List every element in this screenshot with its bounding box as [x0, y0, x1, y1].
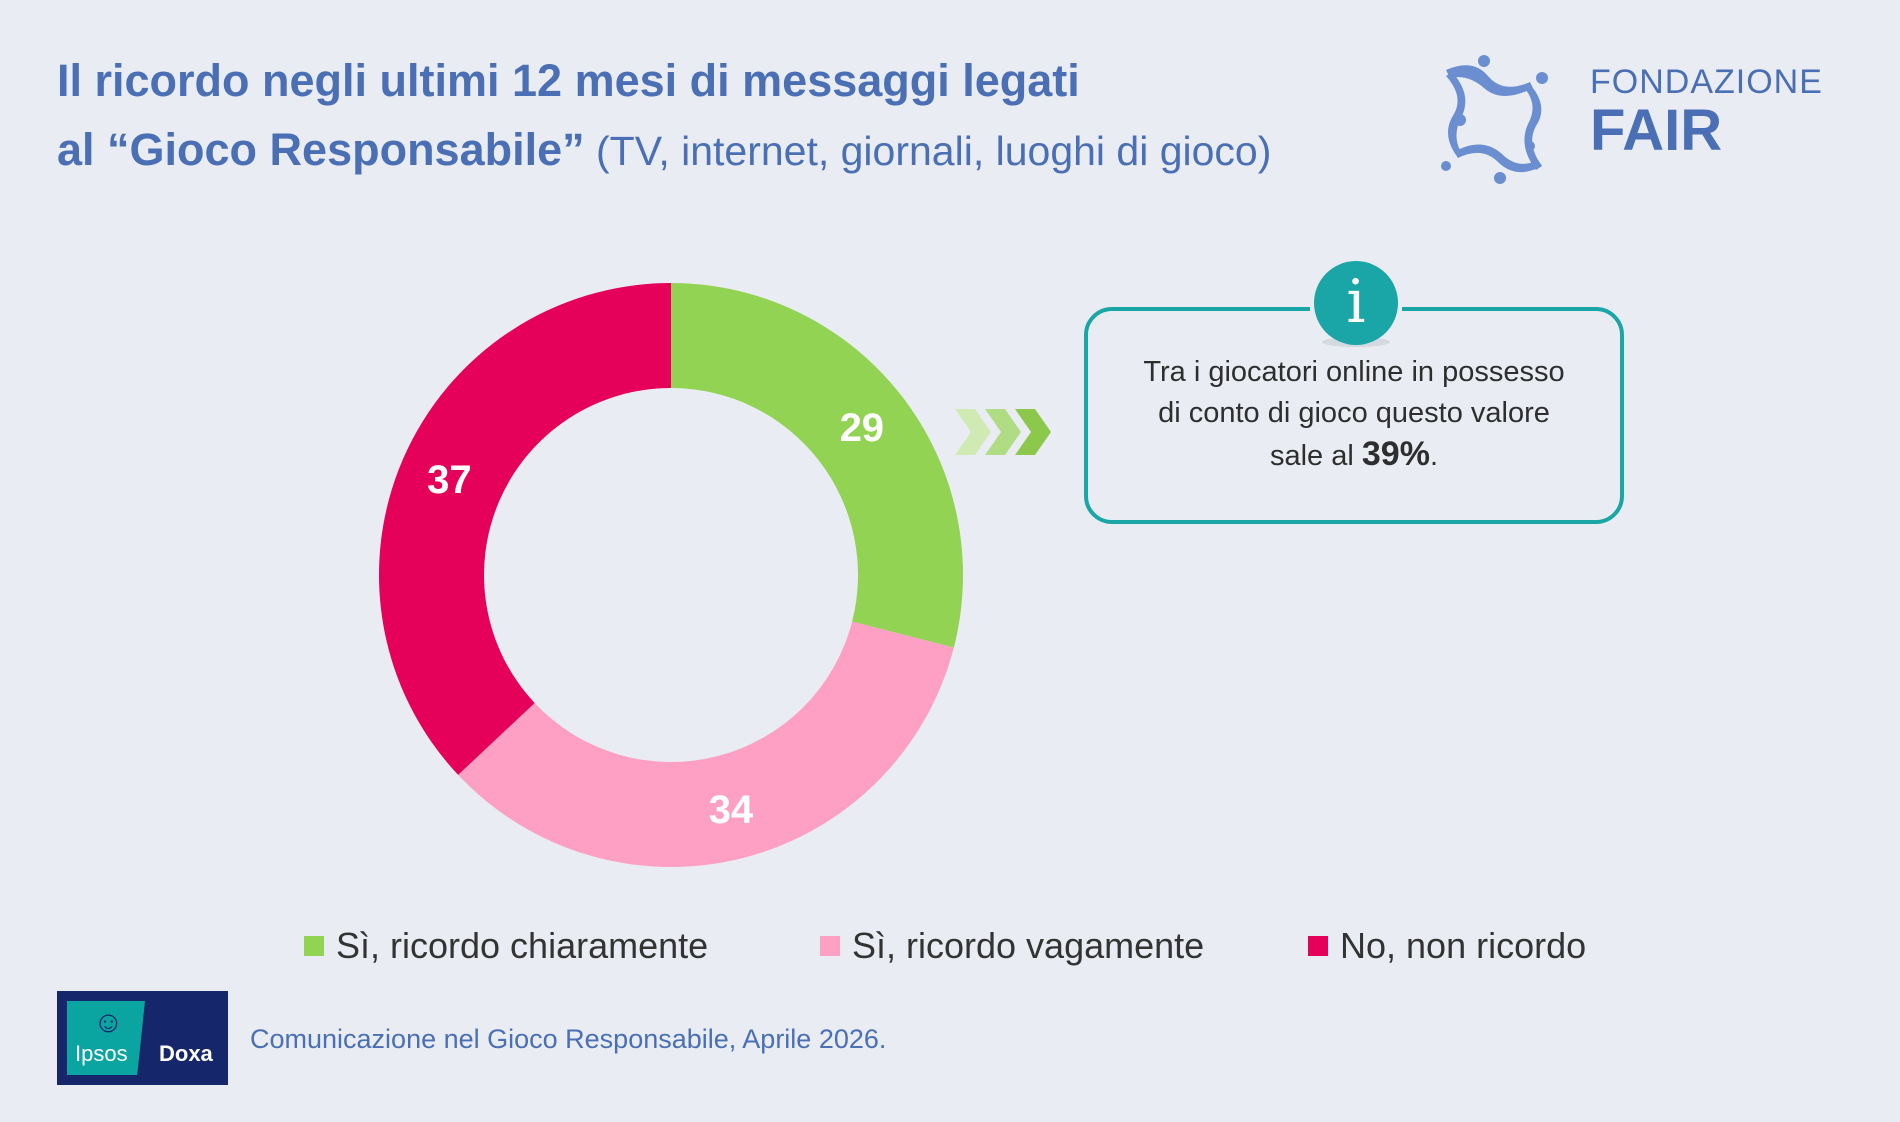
info-text-line-1: Tra i giocatori online in possesso	[1143, 356, 1565, 388]
data-label-si-vagamente: 34	[709, 788, 754, 832]
ipsos-logo-text: Ipsos	[75, 1041, 128, 1066]
data-label-no-non-ricordo: 37	[427, 458, 472, 502]
brand-name-line-1: FONDAZIONE	[1590, 63, 1823, 101]
legend-swatch	[820, 936, 840, 956]
info-text-line-3: sale al	[1269, 440, 1362, 472]
info-callout-text: Tra i giocatori online in possesso di co…	[1084, 352, 1624, 477]
info-icon: i	[1310, 261, 1402, 347]
legend-label: No, non ricordo	[1340, 925, 1587, 966]
info-icon-letter: i	[1346, 267, 1365, 337]
legend-label: Sì, ricordo chiaramente	[336, 925, 709, 966]
donut-slice-no-non-ricordo	[379, 283, 671, 775]
ipsos-doxa-logo: ☺ Ipsos Doxa	[57, 991, 228, 1085]
brand-name: FONDAZIONE FAIR	[1590, 62, 1823, 160]
legend-label: Sì, ricordo vagamente	[852, 925, 1205, 966]
title-line-2-bold: al “Gioco Responsabile”	[57, 124, 585, 175]
chevron-arrows-icon	[955, 409, 1051, 455]
title-line-2-subtitle: (TV, internet, giornali, luoghi di gioco…	[584, 128, 1272, 174]
legend-item-si-chiaramente: Sì, ricordo chiaramente	[304, 925, 708, 967]
info-text-line-2: di conto di gioco questo valore	[1158, 397, 1550, 429]
legend-swatch	[1308, 936, 1328, 956]
fondazione-fair-logo-icon	[1441, 55, 1548, 184]
ipsos-logo-box	[67, 1001, 145, 1075]
chart-legend: Sì, ricordo chiaramente Sì, ricordo vagam…	[0, 925, 1900, 975]
legend-item-si-vagamente: Sì, ricordo vagamente	[820, 925, 1204, 967]
info-text-suffix: .	[1429, 440, 1438, 472]
doxa-logo-text: Doxa	[159, 1041, 213, 1066]
donut-slice-si-chiaramente	[671, 283, 964, 648]
title-line-1: Il ricordo negli ultimi 12 mesi di messa…	[57, 55, 1080, 106]
data-label-si-chiaramente: 29	[840, 406, 885, 450]
highlight-percentage: 39%	[1361, 435, 1430, 473]
page-title: Il ricordo negli ultimi 12 mesi di messa…	[57, 52, 1271, 190]
legend-item-no-non-ricordo: No, non ricordo	[1308, 925, 1586, 967]
source-note: Comunicazione nel Gioco Responsabile, Ap…	[250, 1024, 887, 1054]
brand-name-line-2: FAIR	[1590, 98, 1723, 163]
donut-slice-si-vagamente	[458, 621, 954, 867]
legend-swatch	[304, 936, 324, 956]
ipsos-head-icon: ☺	[93, 1006, 124, 1039]
